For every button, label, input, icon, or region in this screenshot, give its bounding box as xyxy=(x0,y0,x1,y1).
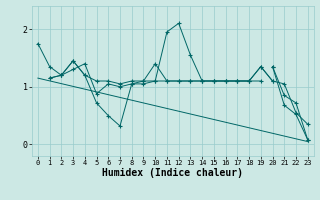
X-axis label: Humidex (Indice chaleur): Humidex (Indice chaleur) xyxy=(102,168,243,178)
